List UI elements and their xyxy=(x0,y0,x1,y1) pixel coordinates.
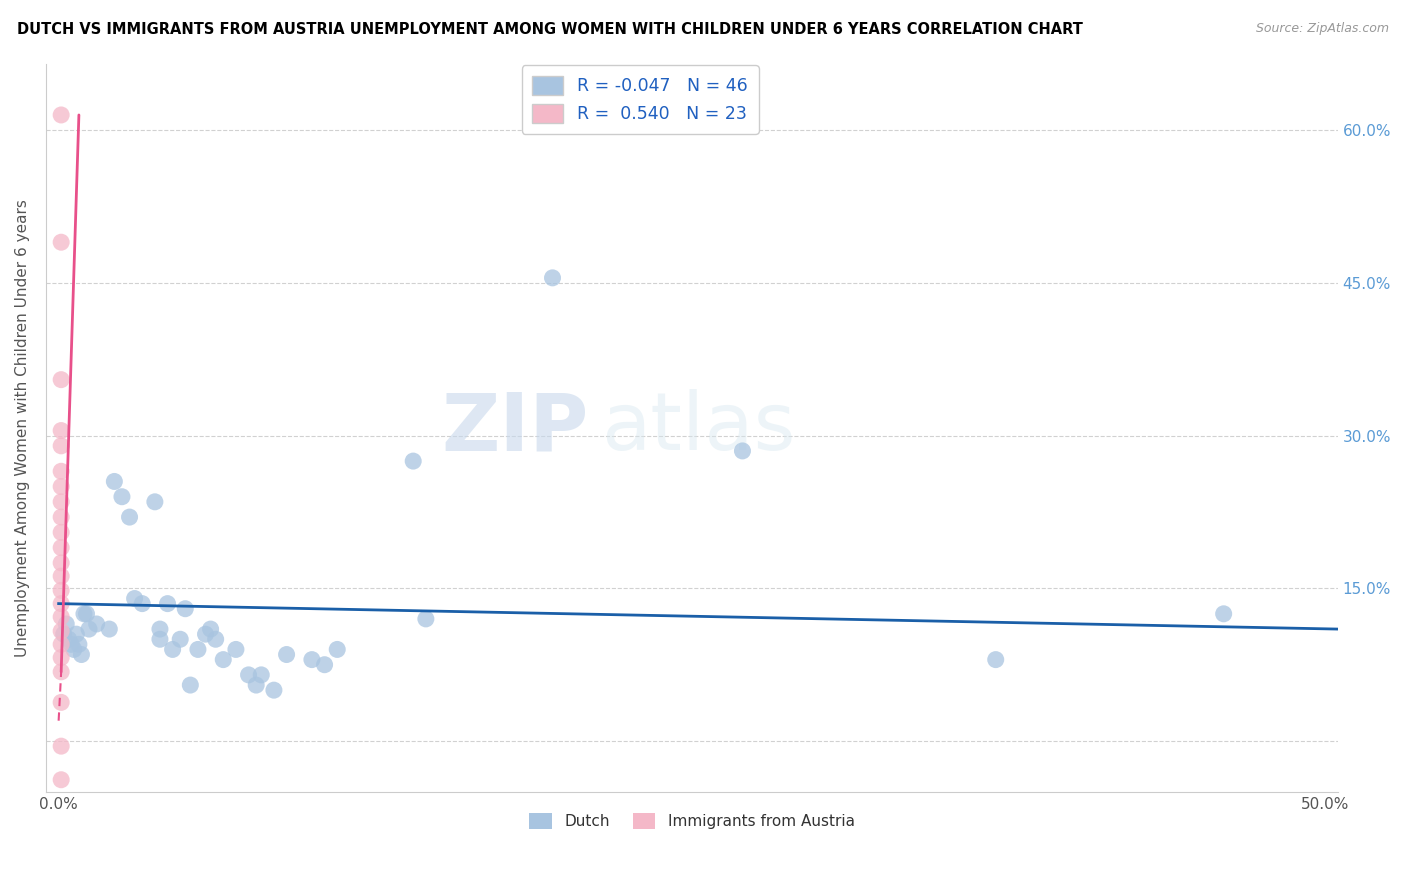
Point xyxy=(51,479,73,493)
Point xyxy=(51,439,73,453)
Point xyxy=(65,627,87,641)
Point xyxy=(73,607,96,621)
Point xyxy=(55,617,77,632)
Point xyxy=(143,495,166,509)
Point xyxy=(415,612,437,626)
Point xyxy=(174,601,197,615)
Point xyxy=(67,637,90,651)
Point xyxy=(60,637,83,651)
Point xyxy=(51,624,73,639)
Point xyxy=(118,510,141,524)
Point xyxy=(731,444,754,458)
Point xyxy=(149,622,172,636)
Point xyxy=(194,627,217,641)
Point xyxy=(70,648,93,662)
Point xyxy=(51,597,73,611)
Point xyxy=(51,541,73,555)
Point xyxy=(111,490,134,504)
Point xyxy=(276,648,298,662)
Point xyxy=(51,556,73,570)
Point xyxy=(225,642,247,657)
Text: Source: ZipAtlas.com: Source: ZipAtlas.com xyxy=(1256,22,1389,36)
Y-axis label: Unemployment Among Women with Children Under 6 years: Unemployment Among Women with Children U… xyxy=(15,199,30,657)
Point xyxy=(77,622,100,636)
Point xyxy=(187,642,209,657)
Point xyxy=(51,510,73,524)
Point xyxy=(51,583,73,598)
Point xyxy=(984,652,1007,666)
Text: DUTCH VS IMMIGRANTS FROM AUSTRIA UNEMPLOYMENT AMONG WOMEN WITH CHILDREN UNDER 6 : DUTCH VS IMMIGRANTS FROM AUSTRIA UNEMPLO… xyxy=(17,22,1083,37)
Point xyxy=(402,454,425,468)
Point xyxy=(238,668,260,682)
Point xyxy=(204,632,226,647)
Point xyxy=(51,569,73,583)
Point xyxy=(51,108,73,122)
Text: atlas: atlas xyxy=(602,389,796,467)
Point xyxy=(51,665,73,679)
Point xyxy=(51,650,73,665)
Point xyxy=(51,235,73,250)
Point xyxy=(314,657,336,672)
Point xyxy=(52,627,75,641)
Point xyxy=(149,632,172,647)
Point xyxy=(51,525,73,540)
Point xyxy=(124,591,146,606)
Point xyxy=(51,739,73,753)
Point xyxy=(245,678,267,692)
Point xyxy=(58,632,80,647)
Point xyxy=(131,597,153,611)
Point xyxy=(51,695,73,709)
Point xyxy=(51,772,73,787)
Point xyxy=(103,475,125,489)
Point xyxy=(162,642,184,657)
Point xyxy=(86,617,108,632)
Point xyxy=(200,622,222,636)
Point xyxy=(51,424,73,438)
Point xyxy=(51,373,73,387)
Text: ZIP: ZIP xyxy=(441,389,589,467)
Point xyxy=(51,464,73,478)
Point xyxy=(179,678,201,692)
Point xyxy=(156,597,179,611)
Point xyxy=(51,610,73,624)
Point xyxy=(51,495,73,509)
Point xyxy=(51,637,73,651)
Legend: Dutch, Immigrants from Austria: Dutch, Immigrants from Austria xyxy=(523,807,860,835)
Point xyxy=(98,622,121,636)
Point xyxy=(212,652,235,666)
Point xyxy=(326,642,349,657)
Point xyxy=(301,652,323,666)
Point xyxy=(76,607,98,621)
Point xyxy=(169,632,191,647)
Point xyxy=(63,642,86,657)
Point xyxy=(263,683,285,698)
Point xyxy=(250,668,273,682)
Point xyxy=(541,270,564,285)
Point xyxy=(1212,607,1234,621)
